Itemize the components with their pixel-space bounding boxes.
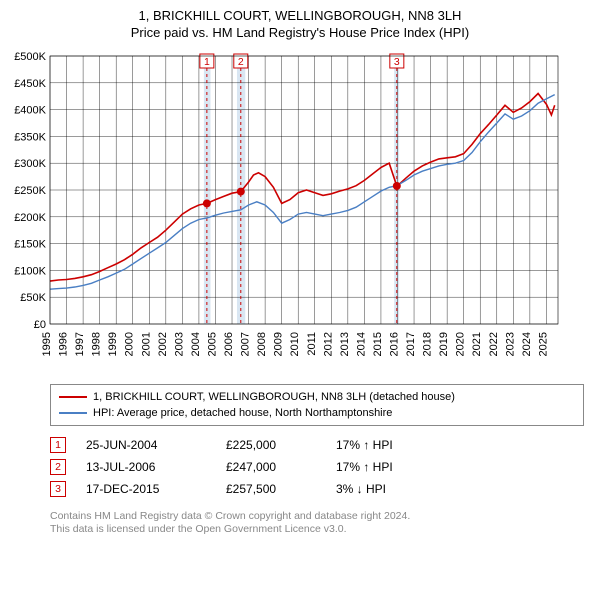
y-tick-label: £350K (14, 131, 46, 143)
x-tick-label: 2020 (455, 332, 467, 356)
y-tick-label: £500K (14, 51, 46, 63)
x-tick-label: 2024 (521, 332, 533, 356)
x-tick-label: 2009 (273, 332, 285, 356)
y-tick-label: £400K (14, 104, 46, 116)
y-tick-label: £450K (14, 78, 46, 90)
event-row-badge: 2 (50, 459, 66, 475)
x-tick-label: 2008 (256, 332, 268, 356)
event-row-badge: 1 (50, 437, 66, 453)
x-tick-label: 2004 (190, 332, 202, 356)
x-tick-label: 2005 (206, 332, 218, 356)
x-tick-label: 2016 (388, 332, 400, 356)
event-badge-label: 3 (394, 56, 400, 68)
legend-item: 1, BRICKHILL COURT, WELLINGBOROUGH, NN8 … (59, 389, 575, 405)
legend: 1, BRICKHILL COURT, WELLINGBOROUGH, NN8 … (50, 384, 584, 426)
event-row: 2 13-JUL-2006£247,00017% ↑ HPI (50, 456, 584, 478)
sale-marker (203, 199, 211, 207)
title-line-1: 1, BRICKHILL COURT, WELLINGBOROUGH, NN8 … (8, 8, 592, 25)
y-tick-label: £0 (34, 319, 46, 331)
x-tick-label: 2021 (471, 332, 483, 356)
legend-swatch (59, 412, 87, 414)
y-tick-label: £150K (14, 238, 46, 250)
legend-label: 1, BRICKHILL COURT, WELLINGBOROUGH, NN8 … (93, 391, 455, 403)
event-pct: 17% ↑ HPI (336, 460, 456, 474)
price-chart: £0 £50K £100K £150K £200K £250K £300K £350K £400… (8, 48, 568, 378)
event-row-badge: 3 (50, 481, 66, 497)
x-tick-label: 1997 (74, 332, 86, 356)
event-row: 3 17-DEC-2015£257,5003% ↓ HPI (50, 478, 584, 500)
title-line-2: Price paid vs. HM Land Registry's House … (8, 25, 592, 42)
event-price: £225,000 (226, 438, 336, 452)
sale-marker (237, 187, 245, 195)
event-row: 1 25-JUN-2004£225,00017% ↑ HPI (50, 434, 584, 456)
y-tick-label: £250K (14, 185, 46, 197)
chart-title-block: 1, BRICKHILL COURT, WELLINGBOROUGH, NN8 … (8, 8, 592, 42)
x-tick-label: 2013 (339, 332, 351, 356)
x-tick-label: 2010 (289, 332, 301, 356)
x-tick-label: 1996 (58, 332, 70, 356)
event-pct: 17% ↑ HPI (336, 438, 456, 452)
event-date: 13-JUL-2006 (86, 460, 226, 474)
y-tick-label: £200K (14, 212, 46, 224)
y-tick-label: £300K (14, 158, 46, 170)
event-date: 17-DEC-2015 (86, 482, 226, 496)
event-price: £247,000 (226, 460, 336, 474)
x-tick-label: 2015 (372, 332, 384, 356)
x-tick-label: 1998 (91, 332, 103, 356)
legend-label: HPI: Average price, detached house, Nort… (93, 407, 392, 419)
x-tick-label: 2019 (438, 332, 450, 356)
event-pct: 3% ↓ HPI (336, 482, 456, 496)
x-tick-label: 1995 (41, 332, 53, 356)
footer-line-2: This data is licensed under the Open Gov… (50, 523, 584, 537)
x-tick-label: 2011 (306, 332, 318, 356)
x-tick-label: 2007 (240, 332, 252, 356)
x-tick-label: 2000 (124, 332, 136, 356)
x-tick-label: 2017 (405, 332, 417, 356)
x-tick-label: 2012 (322, 332, 334, 356)
x-tick-label: 2022 (488, 332, 500, 356)
footer-line-1: Contains HM Land Registry data © Crown c… (50, 510, 584, 524)
x-tick-label: 2006 (223, 332, 235, 356)
y-tick-label: £50K (20, 292, 46, 304)
x-tick-label: 2003 (173, 332, 185, 356)
x-tick-label: 1999 (107, 332, 119, 356)
x-tick-label: 2023 (504, 332, 516, 356)
x-tick-label: 2001 (140, 332, 152, 356)
event-date: 25-JUN-2004 (86, 438, 226, 452)
legend-swatch (59, 396, 87, 398)
events-table: 1 25-JUN-2004£225,00017% ↑ HPI 2 13-JUL-200… (50, 434, 584, 500)
event-badge-label: 1 (204, 56, 210, 68)
event-price: £257,500 (226, 482, 336, 496)
y-tick-label: £100K (14, 265, 46, 277)
x-tick-label: 2014 (355, 332, 367, 356)
event-badge-label: 2 (238, 56, 244, 68)
chart-container: £0 £50K £100K £150K £200K £250K £300K £350K £400… (8, 48, 592, 378)
sale-marker (393, 182, 401, 190)
legend-item: HPI: Average price, detached house, Nort… (59, 405, 575, 421)
footer-attribution: Contains HM Land Registry data © Crown c… (50, 510, 584, 537)
x-tick-label: 2002 (157, 332, 169, 356)
x-tick-label: 2018 (422, 332, 434, 356)
x-tick-label: 2025 (537, 332, 549, 356)
